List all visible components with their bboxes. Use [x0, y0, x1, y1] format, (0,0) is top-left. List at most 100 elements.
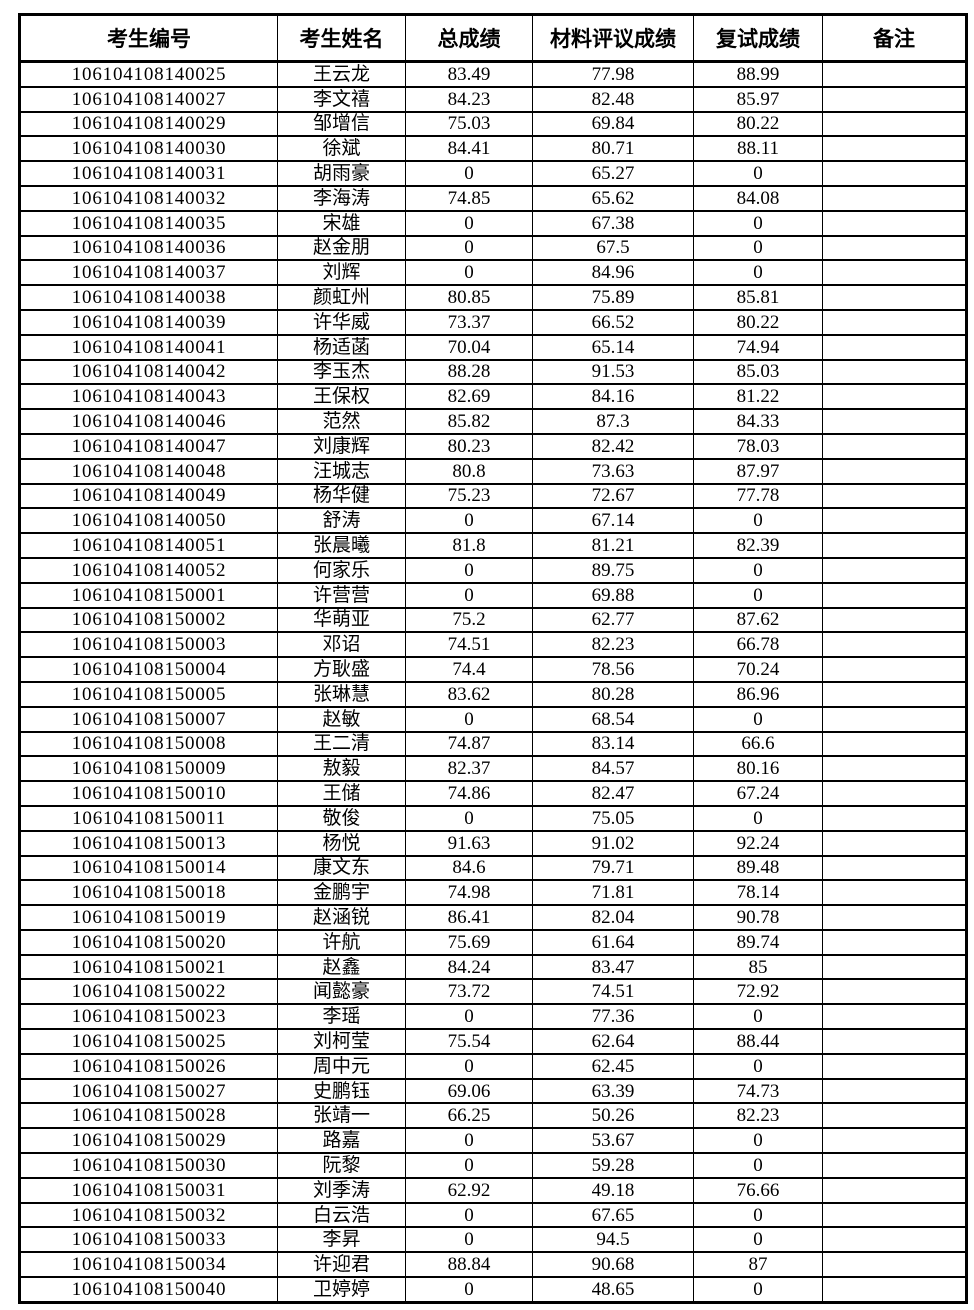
cell-candidate-name: 邹增信 [277, 110, 406, 138]
table-row: 106104108140048 汪城志 80.8 73.63 87.97 [19, 457, 967, 485]
cell-candidate-name: 许华威 [277, 308, 406, 336]
cell-candidate-name: 华萌亚 [277, 606, 406, 634]
table-row: 106104108150008 王二清 74.87 83.14 66.6 [19, 730, 967, 758]
table-row: 106104108150020 许航 75.69 61.64 89.74 [19, 928, 967, 956]
cell-material-review-score: 82.42 [532, 432, 694, 460]
cell-candidate-name: 李文禧 [277, 85, 406, 113]
cell-total-score: 0 [405, 556, 533, 584]
cell-candidate-name: 刘辉 [277, 259, 406, 287]
cell-material-review-score: 80.71 [532, 135, 694, 163]
cell-remarks [822, 184, 967, 212]
cell-candidate-id: 106104108150010 [19, 780, 278, 807]
cell-remarks [822, 928, 967, 956]
cell-candidate-name: 李瑶 [277, 1003, 406, 1031]
cell-retest-score: 84.08 [693, 184, 823, 212]
cell-candidate-name: 敬俊 [277, 804, 406, 832]
cell-material-review-score: 89.75 [532, 556, 694, 584]
cell-total-score: 0 [405, 160, 533, 187]
cell-remarks [822, 209, 967, 237]
cell-candidate-id: 106104108150032 [19, 1201, 278, 1229]
cell-total-score: 88.28 [405, 358, 533, 386]
cell-retest-score: 0 [693, 1152, 823, 1179]
cell-retest-score: 85.81 [693, 284, 823, 311]
cell-material-review-score: 81.21 [532, 532, 694, 559]
cell-total-score: 73.37 [405, 308, 533, 336]
cell-candidate-name: 赵敏 [277, 705, 406, 733]
cell-candidate-id: 106104108150021 [19, 953, 278, 981]
cell-total-score: 85.82 [405, 408, 533, 435]
cell-remarks [822, 85, 967, 113]
cell-total-score: 0 [405, 507, 533, 535]
cell-remarks [822, 1176, 967, 1204]
cell-retest-score: 0 [693, 1226, 823, 1254]
cell-remarks [822, 879, 967, 907]
cell-retest-score: 78.03 [693, 432, 823, 460]
table-row: 106104108150027 史鹏钰 69.06 63.39 74.73 [19, 1077, 967, 1105]
cell-retest-score: 80.16 [693, 755, 823, 783]
cell-candidate-name: 李海涛 [277, 184, 406, 212]
cell-remarks [822, 656, 967, 683]
cell-retest-score: 85 [693, 953, 823, 981]
cell-total-score: 0 [405, 259, 533, 287]
cell-candidate-id: 106104108140049 [19, 482, 278, 510]
cell-material-review-score: 82.04 [532, 904, 694, 931]
cell-candidate-name: 许航 [277, 928, 406, 956]
cell-total-score: 80.23 [405, 432, 533, 460]
cell-total-score: 0 [405, 1152, 533, 1179]
cell-candidate-id: 106104108140042 [19, 358, 278, 386]
cell-total-score: 0 [405, 705, 533, 733]
cell-candidate-id: 106104108150027 [19, 1077, 278, 1105]
cell-retest-score: 88.44 [693, 1028, 823, 1055]
header-retest-score: 复试成绩 [693, 13, 823, 63]
table-row: 106104108150032 白云浩 0 67.65 0 [19, 1201, 967, 1229]
cell-material-review-score: 84.96 [532, 259, 694, 287]
cell-remarks [822, 1226, 967, 1254]
cell-total-score: 82.37 [405, 755, 533, 783]
cell-material-review-score: 72.67 [532, 482, 694, 510]
cell-total-score: 83.62 [405, 680, 533, 708]
table-row: 106104108140025 王云龙 83.49 77.98 88.99 [19, 60, 967, 88]
cell-remarks [822, 755, 967, 783]
cell-candidate-name: 刘康辉 [277, 432, 406, 460]
cell-candidate-id: 106104108150018 [19, 879, 278, 907]
cell-material-review-score: 49.18 [532, 1176, 694, 1204]
cell-candidate-name: 闻懿豪 [277, 978, 406, 1006]
table-row: 106104108140031 胡雨豪 0 65.27 0 [19, 160, 967, 187]
cell-material-review-score: 74.51 [532, 978, 694, 1006]
cell-candidate-name: 范然 [277, 408, 406, 435]
table-row: 106104108150009 敖毅 82.37 84.57 80.16 [19, 755, 967, 783]
cell-candidate-name: 许迎君 [277, 1251, 406, 1279]
cell-candidate-id: 106104108150019 [19, 904, 278, 931]
cell-retest-score: 0 [693, 1276, 823, 1304]
cell-candidate-name: 邓诏 [277, 631, 406, 659]
cell-material-review-score: 61.64 [532, 928, 694, 956]
table-row: 106104108150011 敬俊 0 75.05 0 [19, 804, 967, 832]
cell-material-review-score: 66.52 [532, 308, 694, 336]
cell-remarks [822, 1077, 967, 1105]
table-row: 106104108150030 阮黎 0 59.28 0 [19, 1152, 967, 1179]
cell-candidate-id: 106104108140048 [19, 457, 278, 485]
cell-total-score: 73.72 [405, 978, 533, 1006]
cell-candidate-name: 周中元 [277, 1052, 406, 1080]
cell-total-score: 69.06 [405, 1077, 533, 1105]
table-row: 106104108140029 邹增信 75.03 69.84 80.22 [19, 110, 967, 138]
cell-candidate-name: 金鹏宇 [277, 879, 406, 907]
cell-material-review-score: 82.23 [532, 631, 694, 659]
cell-retest-score: 0 [693, 804, 823, 832]
cell-candidate-name: 杨悦 [277, 829, 406, 857]
table-row: 106104108140042 李玉杰 88.28 91.53 85.03 [19, 358, 967, 386]
table-row: 106104108150002 华萌亚 75.2 62.77 87.62 [19, 606, 967, 634]
table-row: 106104108140052 何家乐 0 89.75 0 [19, 556, 967, 584]
cell-remarks [822, 1201, 967, 1229]
cell-remarks [822, 1251, 967, 1279]
header-row: 考生编号 考生姓名 总成绩 材料评议成绩 复试成绩 备注 [19, 13, 967, 63]
cell-material-review-score: 62.45 [532, 1052, 694, 1080]
cell-candidate-id: 106104108140029 [19, 110, 278, 138]
cell-remarks [822, 457, 967, 485]
cell-total-score: 91.63 [405, 829, 533, 857]
cell-remarks [822, 804, 967, 832]
cell-retest-score: 0 [693, 1127, 823, 1155]
cell-total-score: 62.92 [405, 1176, 533, 1204]
cell-retest-score: 85.03 [693, 358, 823, 386]
cell-candidate-id: 106104108140038 [19, 284, 278, 311]
